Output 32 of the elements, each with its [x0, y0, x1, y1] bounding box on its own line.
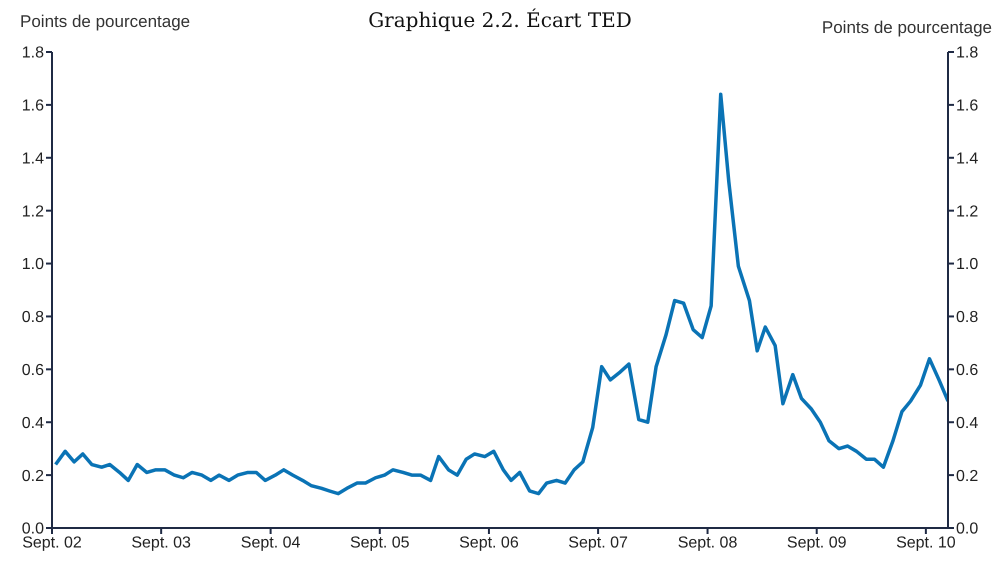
y-tick-label: 1.0	[22, 256, 44, 274]
y-tick-label: 1.6	[22, 98, 44, 115]
x-tick-label: Sept. 02	[22, 534, 82, 552]
chart-title: Graphique 2.2. Écart TED	[368, 8, 632, 32]
x-tick-label: Sept. 05	[350, 534, 410, 552]
x-tick-label: Sept. 06	[459, 534, 519, 552]
line-series	[54, 92, 948, 496]
x-tick-label: Sept. 09	[786, 534, 847, 552]
y2-tick-label: 0.8	[956, 309, 978, 326]
y-tick-label: 0.8	[22, 309, 44, 326]
x-tick-label: Sept. 08	[678, 534, 738, 552]
x-tick-label: Sept. 07	[568, 534, 628, 552]
y2-tick-label: 1.8	[956, 44, 978, 62]
y2-tick-label: 0.0	[956, 520, 978, 538]
y-axis-title: Points de pourcentage	[20, 12, 190, 32]
y2-tick-label: 1.2	[956, 203, 978, 220]
x-tick-label: Sept. 03	[131, 534, 192, 552]
y2-tick-label: 0.2	[956, 468, 978, 485]
y2-tick-label: 0.4	[956, 414, 978, 432]
y-tick-label: 1.8	[22, 44, 44, 62]
y-tick-label: 0.4	[22, 414, 44, 432]
y-tick-label: 1.4	[22, 150, 44, 168]
y-tick-label: 1.2	[22, 203, 44, 220]
y-tick-label: 0.6	[22, 362, 44, 380]
y2-tick-label: 1.4	[956, 150, 978, 168]
x-tick-label: Sept. 04	[240, 534, 301, 552]
y-tick-label: 0.2	[22, 468, 44, 485]
y2-tick-label: 1.6	[956, 98, 978, 115]
x-tick-label: Sept. 10	[896, 534, 956, 552]
y2-tick-label: 0.6	[956, 362, 978, 380]
y2-axis-title: Points de pourcentage	[822, 18, 992, 38]
y2-tick-label: 1.0	[956, 256, 978, 274]
